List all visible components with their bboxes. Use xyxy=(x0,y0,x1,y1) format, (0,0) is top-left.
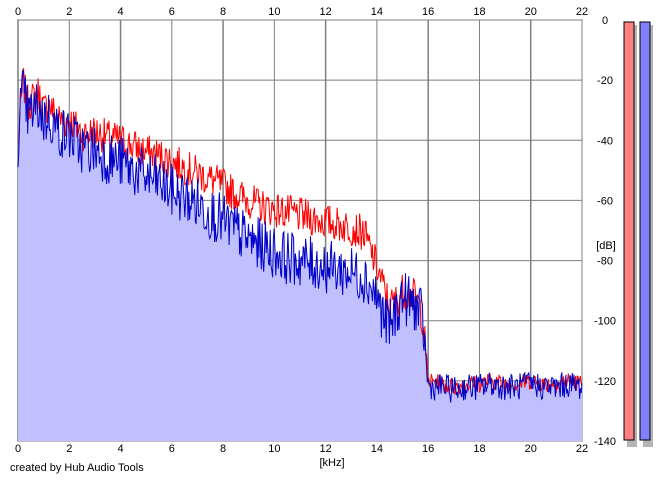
x-tick-label: 8 xyxy=(220,443,226,455)
x-tick-label: 6 xyxy=(169,6,175,18)
x-tick-label: 12 xyxy=(320,443,332,455)
x-tick-label: 18 xyxy=(473,6,485,18)
level-meter-bar xyxy=(623,21,635,441)
x-tick-label: 20 xyxy=(525,6,537,18)
y-tick-label: -20 xyxy=(597,75,613,87)
x-tick-label: 2 xyxy=(66,6,72,18)
x-tick-label: 4 xyxy=(117,443,123,455)
y-tick-label: -80 xyxy=(597,256,613,268)
x-tick-label: 22 xyxy=(576,443,588,455)
level-meters xyxy=(623,21,653,447)
x-tick-label: 22 xyxy=(576,6,588,18)
y-tick-label: -60 xyxy=(597,195,613,207)
y-tick-label: -40 xyxy=(597,135,613,147)
y-tick-label: 0 xyxy=(602,15,608,27)
x-axis-bottom: 0 2 4 6 8 10 12 14 16 18 20 22 xyxy=(15,443,588,455)
level-meter-bar xyxy=(639,21,651,441)
x-tick-label: 8 xyxy=(220,6,226,18)
y-tick-label: -100 xyxy=(594,316,616,328)
x-tick-label: 0 xyxy=(15,443,21,455)
spectrum-area xyxy=(18,70,582,441)
x-tick-label: 12 xyxy=(320,6,332,18)
x-tick-label: 2 xyxy=(66,443,72,455)
x-tick-label: 0 xyxy=(15,6,21,18)
x-tick-label: 4 xyxy=(117,6,123,18)
x-tick-label: 20 xyxy=(525,443,537,455)
x-axis-label: [kHz] xyxy=(319,457,344,469)
x-tick-label: 6 xyxy=(169,443,175,455)
x-tick-label: 14 xyxy=(371,6,383,18)
x-axis-top: 0 2 4 6 8 10 12 14 16 18 20 22 xyxy=(15,6,588,18)
y-tick-label: -140 xyxy=(594,436,616,448)
x-tick-label: 16 xyxy=(422,443,434,455)
x-tick-label: 10 xyxy=(268,443,280,455)
x-tick-label: 18 xyxy=(473,443,485,455)
credit-text: created by Hub Audio Tools xyxy=(10,462,144,474)
x-tick-label: 14 xyxy=(371,443,383,455)
y-axis-right: 0 -20 -40 -60 -80 -100 -120 -140 xyxy=(594,15,616,448)
y-tick-label: -120 xyxy=(594,376,616,388)
spectrum-fill xyxy=(18,70,582,441)
series-line-blue xyxy=(17,69,583,403)
x-tick-label: 10 xyxy=(268,6,280,18)
x-tick-label: 16 xyxy=(422,6,434,18)
spectrum-lines xyxy=(17,68,583,403)
y-axis-label: [dB] xyxy=(596,240,616,252)
